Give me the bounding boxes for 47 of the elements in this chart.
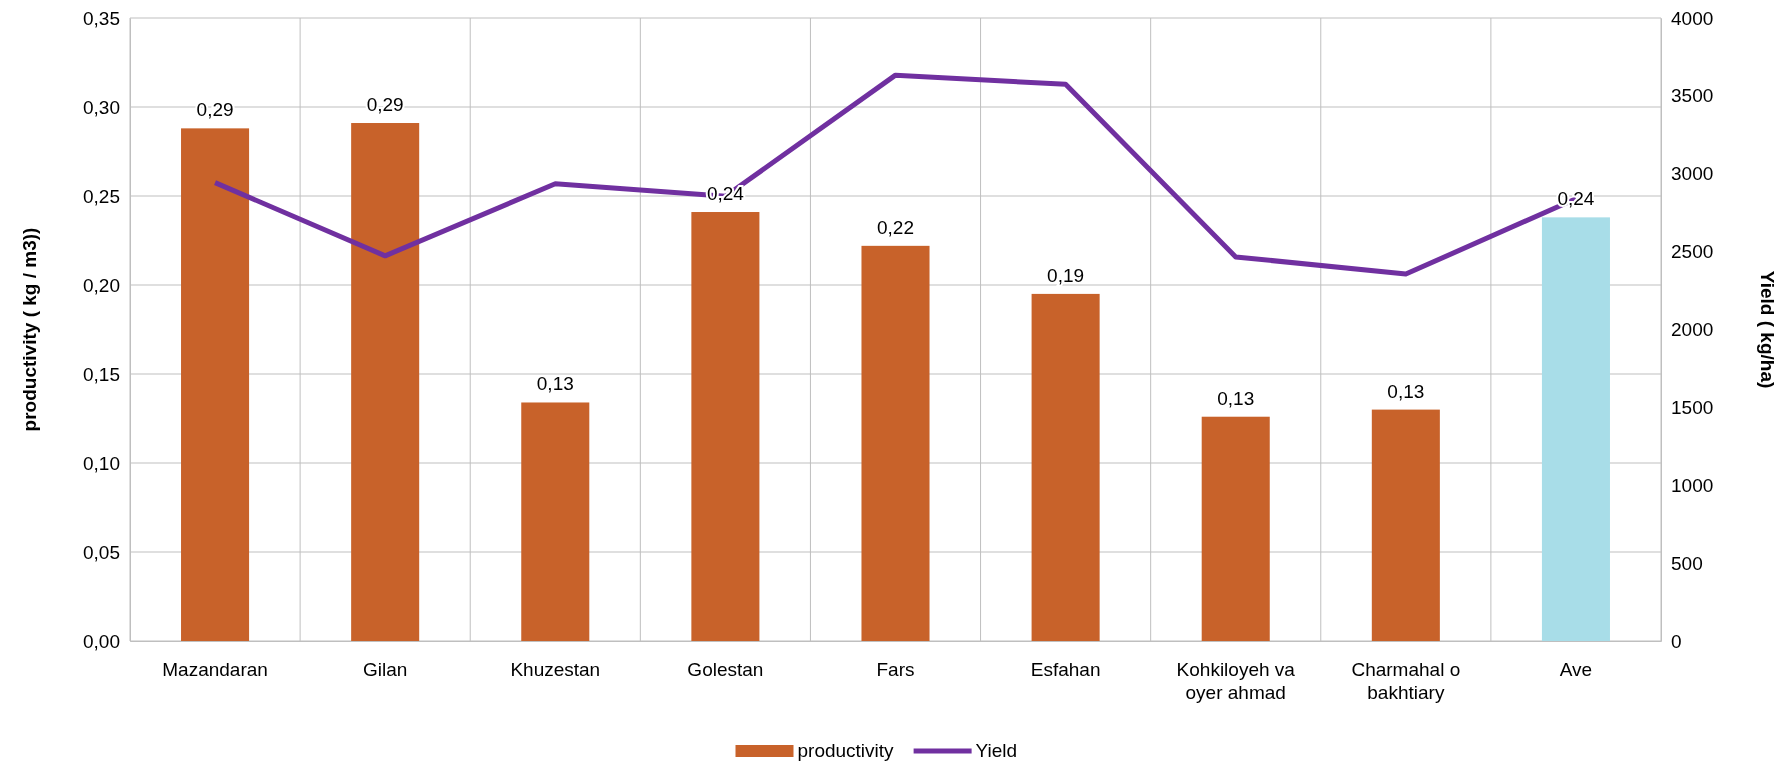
x-tick-label: Khuzestan [510,659,601,681]
y-tick-label: 0,20 [83,274,120,296]
x-tick-label: Mazandaran [162,659,268,681]
y2-tick-label: 1500 [1671,396,1714,418]
y-tick-label: 0,00 [83,630,120,652]
x-tick-label: Golestan [687,659,764,681]
x-tick-label: Gilan [362,659,408,681]
data-label: 0,22 [877,216,914,238]
x-tick-label: Charmahal o bakhtiary [1351,659,1461,704]
x-tick-label: Ave [1559,659,1593,681]
y-tick-label: 0,05 [83,541,120,563]
bar [861,245,930,641]
data-label: 0,13 [1217,387,1255,409]
y2-tick-label: 500 [1671,552,1703,574]
x-tick-label: Fars [876,659,915,681]
y2-axis-title: Yield ( kg/ha) [1757,270,1778,389]
y2-tick-label: 0 [1671,630,1682,652]
data-label: 0,19 [1047,264,1085,286]
bar [1371,409,1440,641]
y2-tick-label: 1000 [1671,474,1714,496]
y2-tick-label: 3500 [1671,85,1714,107]
bar [1201,416,1270,641]
y2-tick-label: 3000 [1671,163,1714,185]
bar [1541,217,1610,641]
bar [1031,293,1100,641]
x-tick-label: Esfahan [1030,659,1101,681]
bar [181,128,250,641]
bar [521,402,590,641]
data-label: 0,13 [536,373,574,395]
y2-tick-label: 2000 [1671,319,1714,341]
x-tick-label: Kohkiloyeh va oyer ahmad [1176,659,1296,704]
y2-tick-label: 2500 [1671,241,1714,263]
bar [691,212,760,641]
legend-label: Yield [975,740,1018,761]
y-tick-label: 0,15 [83,363,120,385]
y-tick-label: 0,30 [83,96,120,118]
bar [351,123,420,641]
y-tick-label: 0,35 [83,7,120,29]
data-label: 0,24 [1557,188,1595,210]
legend-label: productivity [797,740,895,761]
y-tick-label: 0,25 [83,185,120,207]
y-tick-label: 0,10 [83,452,120,474]
data-label: 0,29 [366,94,404,116]
y2-tick-label: 4000 [1671,7,1714,29]
data-label: 0,13 [1387,380,1425,402]
data-label: 0,29 [196,99,234,121]
y-axis-title: productivity ( kg / m3)) [19,227,40,432]
